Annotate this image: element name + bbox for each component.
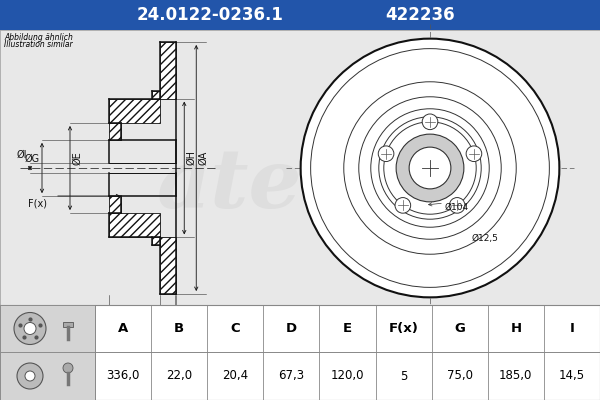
Circle shape xyxy=(25,371,35,381)
Text: 422236: 422236 xyxy=(385,6,455,24)
Circle shape xyxy=(449,198,465,213)
Circle shape xyxy=(466,146,482,162)
Text: G: G xyxy=(454,322,465,335)
Text: 75,0: 75,0 xyxy=(447,370,473,382)
Bar xyxy=(0,305,600,400)
Bar xyxy=(152,237,160,245)
Bar xyxy=(160,42,176,99)
Text: H: H xyxy=(510,322,521,335)
Text: 336,0: 336,0 xyxy=(106,370,140,382)
Text: D: D xyxy=(131,335,139,345)
Text: F(x): F(x) xyxy=(389,322,419,335)
Text: 5: 5 xyxy=(400,370,407,382)
Text: ØA: ØA xyxy=(198,151,208,165)
Text: C (MTH): C (MTH) xyxy=(197,324,236,334)
Circle shape xyxy=(378,146,394,162)
Text: A: A xyxy=(118,322,128,335)
Bar xyxy=(109,99,160,123)
Text: 20,4: 20,4 xyxy=(222,370,248,382)
Text: Abbildung ähnlich: Abbildung ähnlich xyxy=(4,33,73,42)
Text: C: C xyxy=(230,322,240,335)
Text: 14,5: 14,5 xyxy=(559,370,585,382)
Text: ØH: ØH xyxy=(186,150,196,165)
Text: ate: ate xyxy=(157,145,303,225)
Bar xyxy=(63,322,73,326)
Bar xyxy=(0,30,600,305)
Circle shape xyxy=(395,198,410,213)
Text: F(x): F(x) xyxy=(28,198,47,208)
Text: E: E xyxy=(343,322,352,335)
Text: 67,3: 67,3 xyxy=(278,370,304,382)
Circle shape xyxy=(409,147,451,189)
Text: 22,0: 22,0 xyxy=(166,370,192,382)
Bar xyxy=(160,237,176,294)
Text: 24.0122-0236.1: 24.0122-0236.1 xyxy=(137,6,283,24)
Text: ØG: ØG xyxy=(25,154,40,164)
Text: B: B xyxy=(164,314,172,324)
Text: B: B xyxy=(174,322,184,335)
Text: Ø104: Ø104 xyxy=(445,203,469,212)
Bar xyxy=(109,123,121,140)
Text: 185,0: 185,0 xyxy=(499,370,533,382)
Text: Illustration similar: Illustration similar xyxy=(4,40,73,49)
Text: D: D xyxy=(286,322,297,335)
Circle shape xyxy=(63,363,73,373)
Text: 120,0: 120,0 xyxy=(331,370,364,382)
Circle shape xyxy=(396,134,464,202)
Bar xyxy=(0,0,600,30)
Bar xyxy=(109,213,160,237)
Circle shape xyxy=(24,322,36,334)
Bar xyxy=(152,91,160,99)
Bar xyxy=(109,196,121,213)
Bar xyxy=(0,352,95,400)
Circle shape xyxy=(301,39,559,297)
Text: ØI: ØI xyxy=(17,150,27,160)
Circle shape xyxy=(14,312,46,344)
Text: Ø12,5: Ø12,5 xyxy=(471,234,498,243)
Text: ØE: ØE xyxy=(72,151,82,165)
Bar xyxy=(0,305,95,352)
Text: I: I xyxy=(569,322,574,335)
Circle shape xyxy=(17,363,43,389)
Circle shape xyxy=(422,114,438,130)
